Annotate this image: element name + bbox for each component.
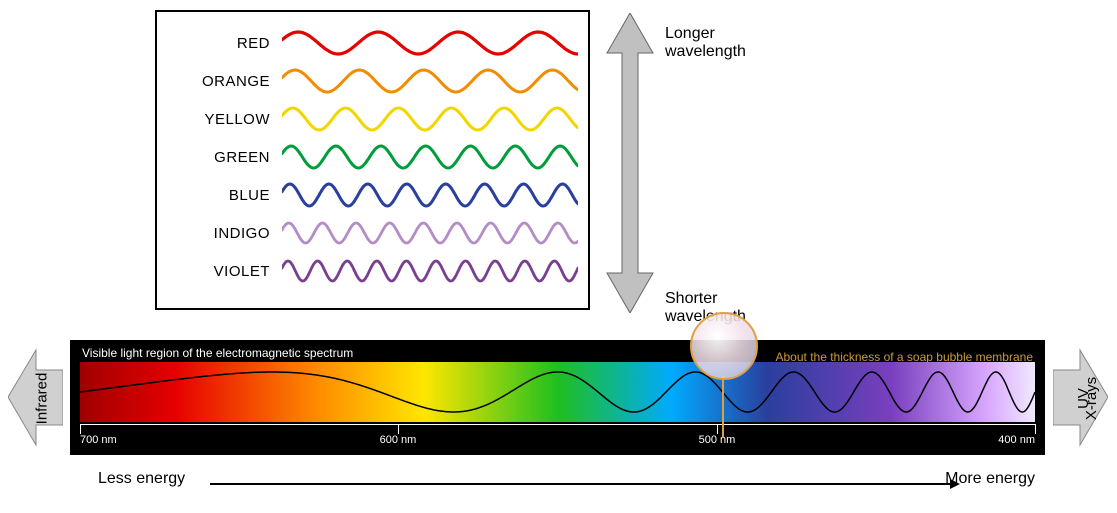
wave-label-orange: ORANGE [167,73,282,90]
wave-label-red: RED [167,35,282,52]
nm-tick [1035,424,1036,434]
wave-row-green: GREEN [167,138,578,176]
nm-label: 700 nm [80,434,117,446]
wave-green-icon [282,138,578,176]
wave-label-indigo: INDIGO [167,225,282,242]
wave-label-yellow: YELLOW [167,111,282,128]
nm-tick [717,424,718,434]
wave-orange-icon [282,62,578,100]
wave-label-violet: VIOLET [167,263,282,280]
wavelength-double-arrow [605,13,655,313]
bubble-leader-line [722,376,724,438]
wave-violet-icon [282,252,578,290]
spectrum-chirp-wave [80,362,1035,422]
nm-scale: 700 nm 600 nm 500 nm 400 nm [80,424,1035,452]
wave-row-indigo: INDIGO [167,214,578,252]
wave-row-violet: VIOLET [167,252,578,290]
nm-tick [80,424,81,434]
wave-label-green: GREEN [167,149,282,166]
wave-red-icon [282,24,578,62]
wave-blue-icon [282,176,578,214]
nm-label: 600 nm [380,434,417,446]
wave-color-box: RED ORANGE YELLOW GREEN BLUE INDIGO VIOLET [155,10,590,310]
wave-row-blue: BLUE [167,176,578,214]
wave-row-orange: ORANGE [167,62,578,100]
more-energy-label: More energy [945,470,1035,488]
energy-axis: Less energy More energy [70,468,1045,498]
uv-label: UV [1075,388,1092,409]
nm-label: 500 nm [699,434,736,446]
spectrum-title: Visible light region of the electromagne… [82,346,353,360]
wave-row-red: RED [167,24,578,62]
top-wavelength-panel: RED ORANGE YELLOW GREEN BLUE INDIGO VIOLET Lon… [155,10,795,320]
soap-bubble-icon [690,312,758,380]
nm-tick [398,424,399,434]
wave-label-blue: BLUE [167,187,282,204]
wave-indigo-icon [282,214,578,252]
nm-label: 400 nm [998,434,1035,446]
energy-arrow-icon [210,478,960,490]
less-energy-label: Less energy [98,470,185,488]
wave-yellow-icon [282,100,578,138]
longer-wavelength-label: Longer wavelength [665,25,795,61]
wave-row-yellow: YELLOW [167,100,578,138]
spectrum-bar: Visible light region of the electromagne… [70,340,1045,455]
infrared-label: Infrared [33,373,50,425]
